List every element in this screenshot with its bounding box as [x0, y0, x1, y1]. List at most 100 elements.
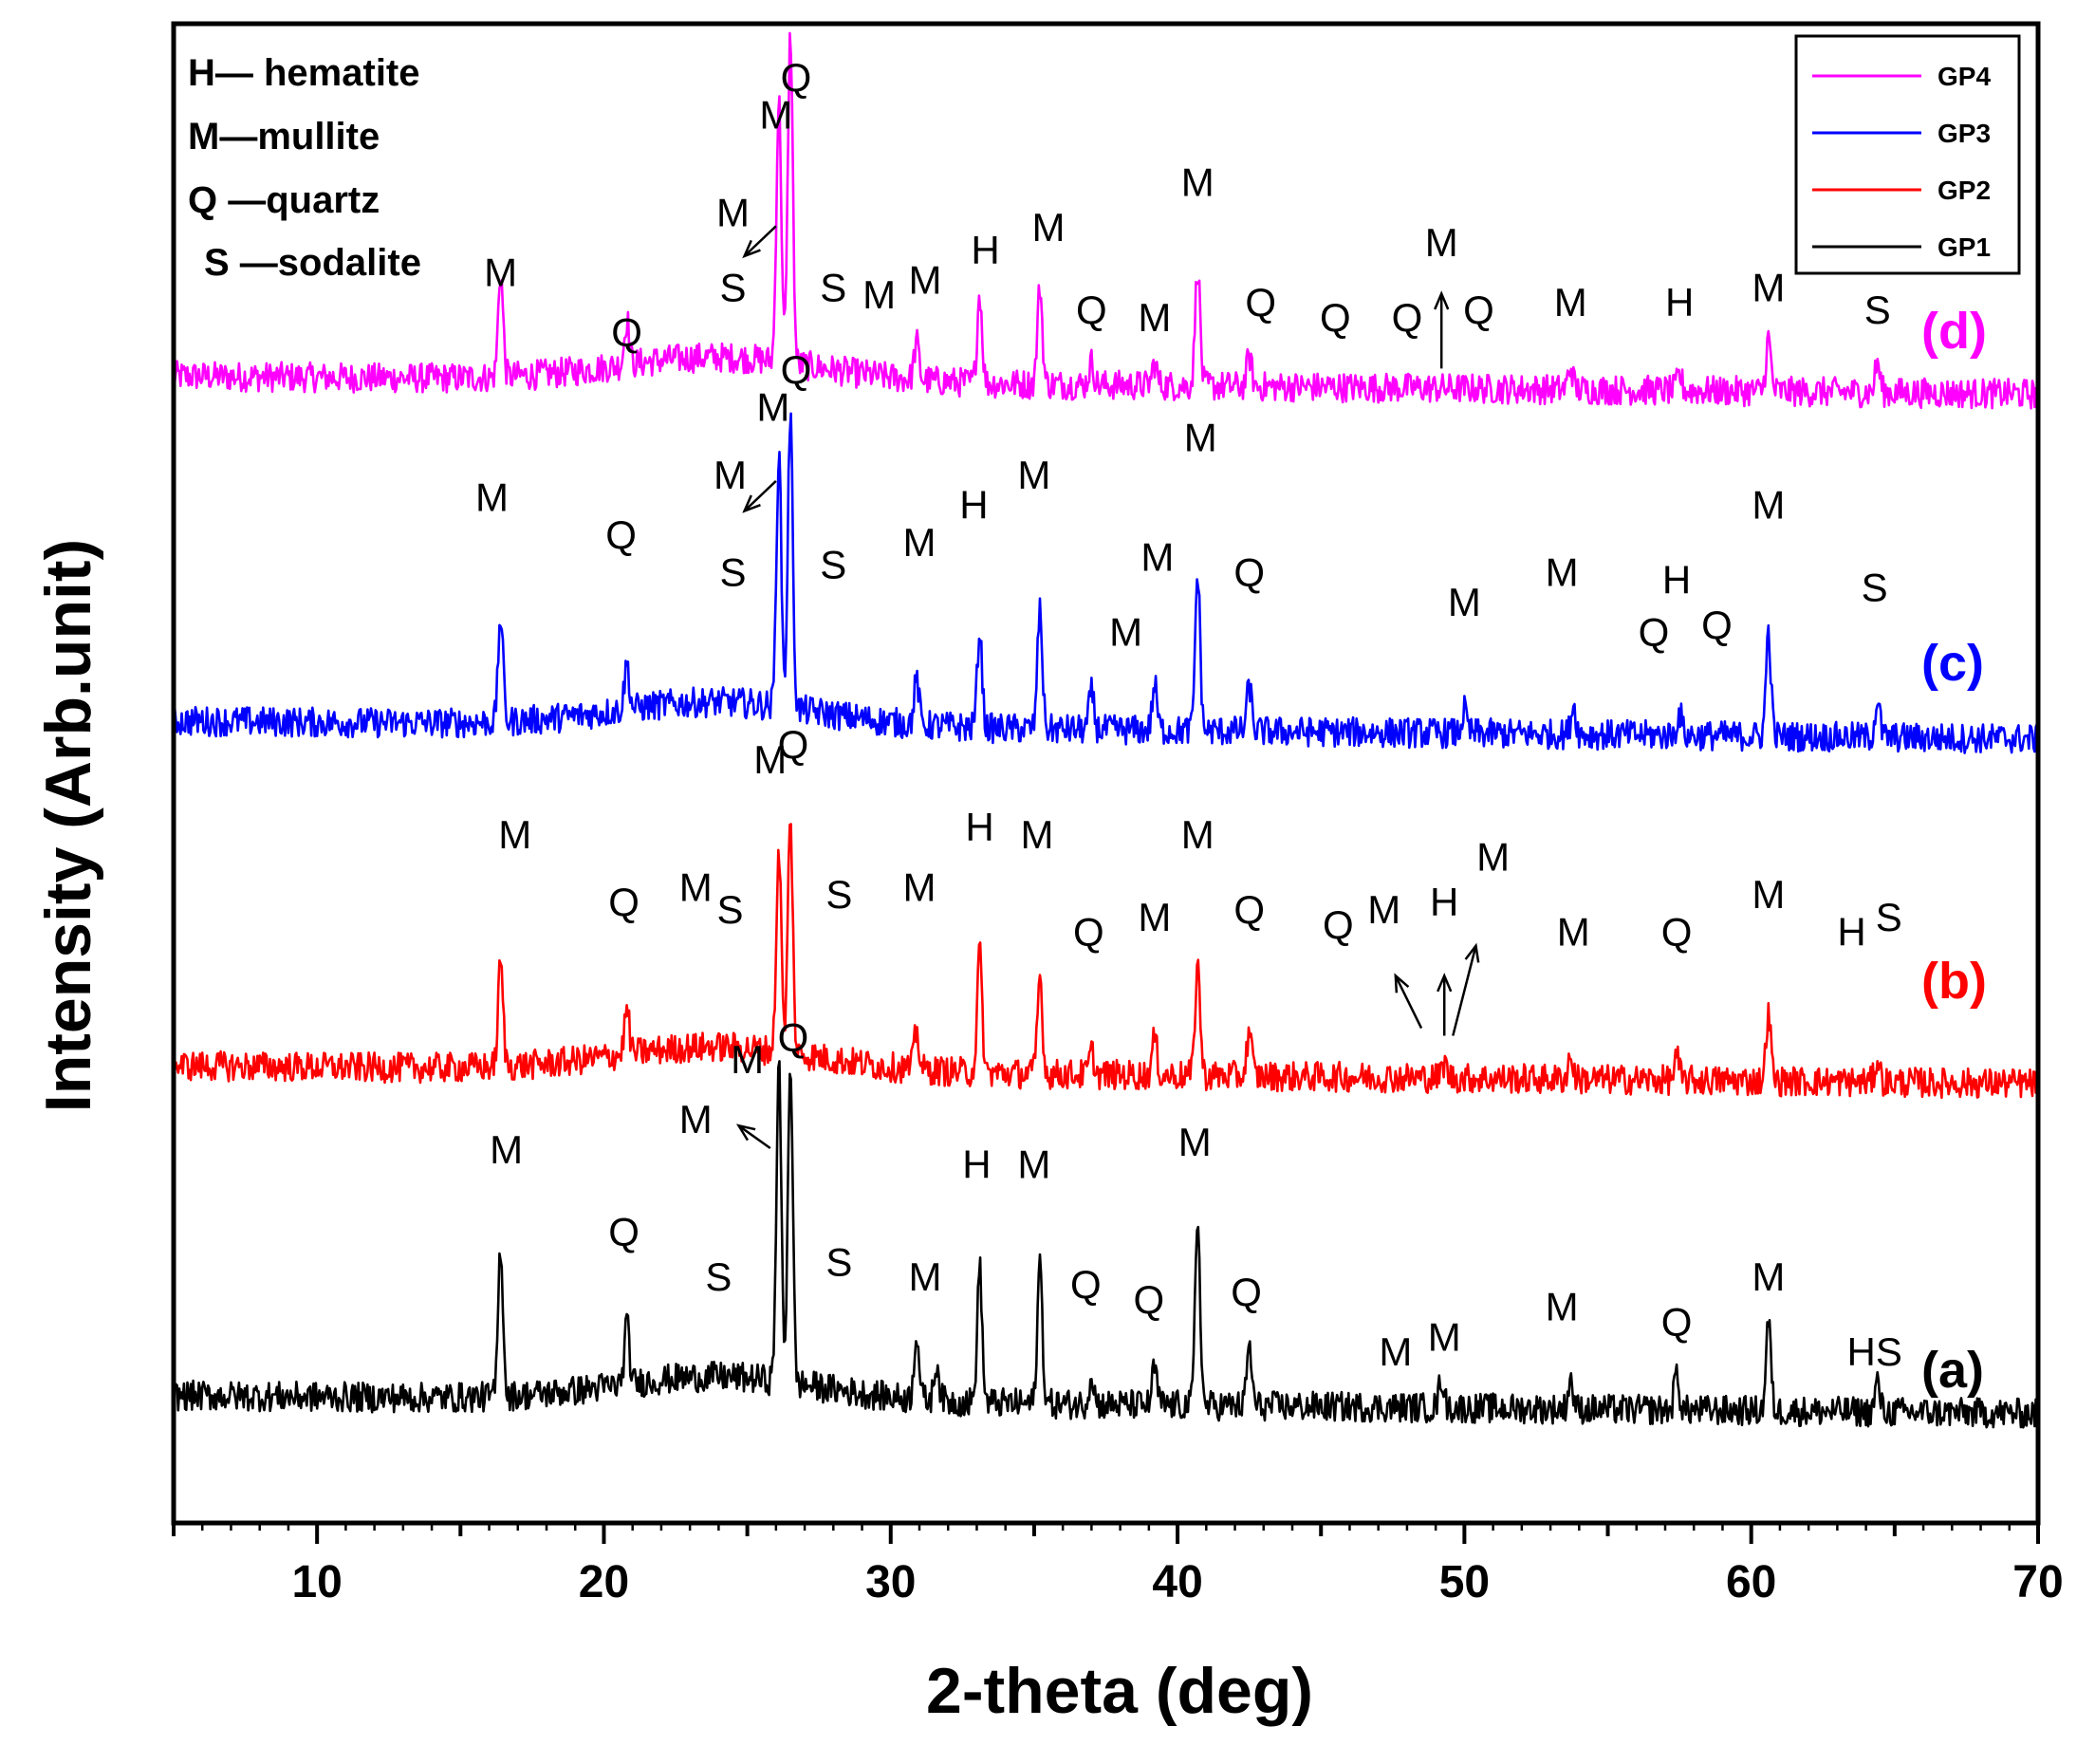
- y-axis-title: Intensity (Arb.unit): [32, 539, 104, 1112]
- series-legend: GP4 GP3 GP2 GP1: [1794, 34, 2021, 275]
- peak-label: Q: [605, 512, 637, 557]
- peak-arrow: [743, 479, 777, 512]
- peak-label: H: [959, 482, 988, 527]
- peak-label: M: [903, 864, 936, 909]
- peak-arrow: [743, 225, 777, 257]
- peak-label: M: [903, 520, 936, 565]
- peak-label: Q: [1233, 887, 1265, 932]
- peak-label: M: [862, 272, 896, 317]
- peak-arrow-head: [1437, 973, 1453, 993]
- peak-label: M: [1138, 895, 1171, 939]
- peak-label: Q: [1320, 295, 1351, 340]
- peak-label: Q: [778, 1014, 809, 1059]
- series-group: [172, 31, 2040, 1429]
- peak-label: M: [498, 812, 531, 857]
- peak-label: Q: [1231, 1270, 1262, 1314]
- phase-legend-quartz: Q —quartz: [188, 179, 380, 221]
- peak-label: Q: [1701, 603, 1733, 647]
- peak-arrow: [737, 1124, 771, 1150]
- peak-label: M: [909, 1254, 942, 1299]
- peak-label: M: [756, 385, 789, 430]
- peak-label: M: [1367, 887, 1400, 932]
- peak-arrow-head: [1434, 290, 1450, 310]
- legend-text-gp3: GP3: [1937, 119, 1991, 148]
- peak-label: M: [1109, 610, 1142, 655]
- peak-label: H: [1665, 280, 1694, 325]
- peak-label: M: [1546, 550, 1579, 595]
- peak-arrow-head: [1464, 942, 1480, 963]
- x-tick-label-70: 70: [2012, 1557, 2063, 1607]
- peak-label: H: [965, 805, 993, 849]
- peak-label: Q: [1073, 910, 1104, 955]
- peak-arrow-head: [735, 1123, 756, 1142]
- series-line-gp4: [172, 31, 2040, 410]
- peak-label: M: [1554, 280, 1587, 325]
- peak-label: M: [1428, 1314, 1461, 1359]
- peak-arrow-head: [742, 239, 761, 259]
- peak-label: Q: [1134, 1277, 1165, 1322]
- peak-label: S: [719, 265, 746, 309]
- peak-label: M: [714, 453, 747, 497]
- peak-label: Q: [608, 1210, 640, 1254]
- peak-label: Q: [608, 880, 640, 924]
- peak-label: M: [679, 864, 713, 909]
- peak-label: Q: [1233, 550, 1265, 595]
- peak-label: M: [716, 190, 750, 234]
- peak-label: Q: [1639, 610, 1670, 655]
- peak-label: M: [475, 475, 509, 520]
- axes: 10 20 30 40 50 60 70: [171, 21, 2064, 1607]
- peak-label: H: [1662, 557, 1691, 602]
- peak-label: M: [1017, 453, 1050, 497]
- peak-label: M: [1181, 812, 1214, 857]
- peak-label: M: [1546, 1285, 1579, 1329]
- peak-label: M: [759, 93, 792, 138]
- peak-label: M: [679, 1097, 713, 1142]
- legend-text-gp4: GP4: [1937, 62, 1991, 91]
- peak-label: M: [490, 1127, 523, 1172]
- peak-label: M: [1752, 1254, 1785, 1299]
- phase-legend-hematite: H— hematite: [188, 52, 420, 94]
- peak-label: S: [820, 543, 846, 587]
- x-tick-label-10: 10: [291, 1557, 342, 1607]
- peak-label: H: [1837, 910, 1865, 955]
- peak-label: M: [753, 737, 787, 782]
- peak-label: S: [820, 265, 846, 309]
- peak-label: Q: [1070, 1262, 1102, 1307]
- peak-label: M: [1032, 205, 1066, 250]
- peak-label: Q: [1076, 288, 1107, 332]
- peak-label: Q: [1392, 295, 1423, 340]
- peak-label: M: [484, 251, 517, 295]
- peak-label: HS: [1847, 1329, 1902, 1374]
- peak-label: Q: [1661, 1300, 1693, 1345]
- peak-label: Q: [781, 347, 812, 392]
- peak-label: M: [1752, 482, 1785, 527]
- peak-label: H: [1430, 880, 1458, 924]
- phase-legend: H— hematite M—mullite Q —quartz S —sodal…: [188, 52, 421, 284]
- peak-label: S: [825, 872, 852, 917]
- series-tag-c: (c): [1921, 635, 1984, 692]
- peak-label: S: [1864, 288, 1891, 332]
- x-tick-label-60: 60: [1726, 1557, 1776, 1607]
- peak-label: M: [1181, 160, 1214, 205]
- peak-label: S: [716, 887, 743, 932]
- peak-label: Q: [781, 55, 812, 100]
- peak-label: S: [825, 1239, 852, 1284]
- peak-label: M: [731, 1037, 764, 1082]
- peak-label: M: [909, 257, 942, 302]
- peak-label: M: [1752, 872, 1785, 917]
- peak-label: Q: [611, 310, 642, 355]
- series-line-gp3: [173, 412, 2040, 754]
- peak-label: M: [1379, 1329, 1412, 1374]
- x-tick-label-20: 20: [579, 1557, 629, 1607]
- peak-label: Q: [1463, 288, 1494, 332]
- peak-arrow: [1452, 945, 1477, 1036]
- peak-label: S: [719, 550, 746, 595]
- legend-text-gp1: GP1: [1937, 232, 1991, 262]
- peak-label: S: [1876, 895, 1902, 939]
- peak-label: M: [1425, 220, 1458, 265]
- series-tag-d: (d): [1921, 303, 1987, 360]
- peak-label: Q: [1323, 902, 1354, 947]
- peak-label: M: [1752, 265, 1785, 309]
